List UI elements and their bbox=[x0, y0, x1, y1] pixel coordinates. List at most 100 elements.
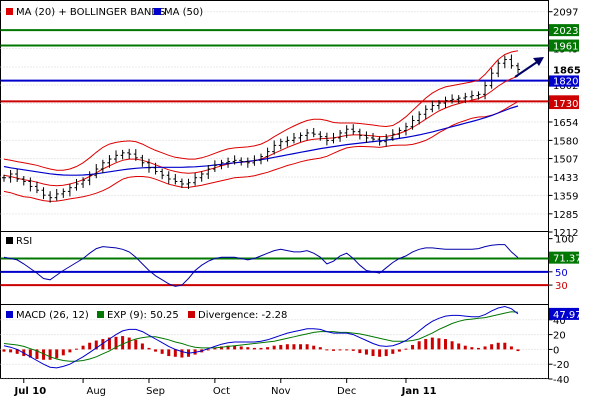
divergence-bar bbox=[397, 349, 401, 352]
price-bar bbox=[265, 147, 270, 162]
level-tag-2023-bg bbox=[549, 24, 579, 37]
divergence-bar bbox=[351, 349, 355, 351]
divergence-bar bbox=[444, 339, 448, 350]
price-tick-label: 2097 bbox=[553, 8, 578, 19]
last-price-tag-bg bbox=[549, 63, 579, 76]
price-bar bbox=[371, 132, 376, 143]
divergence-bar bbox=[404, 348, 408, 350]
rsi-tick-label: 100 bbox=[555, 235, 574, 246]
price-bar bbox=[48, 191, 53, 203]
rsi-tick-label: 30 bbox=[555, 281, 568, 292]
price-tick-label: 1433 bbox=[553, 173, 578, 184]
divergence-bar bbox=[81, 345, 85, 350]
price-bar bbox=[311, 127, 316, 138]
price-bar bbox=[232, 155, 237, 165]
level-tag-1961-bg bbox=[549, 39, 579, 52]
price-bar bbox=[502, 55, 507, 69]
price-bar bbox=[206, 165, 211, 179]
x-tick-label: Dec bbox=[337, 386, 356, 397]
price-bar bbox=[291, 132, 296, 144]
price-bar bbox=[239, 157, 244, 166]
price-bar bbox=[285, 136, 290, 147]
trend-arrow bbox=[514, 57, 544, 78]
divergence-bar bbox=[516, 349, 520, 352]
divergence-bar bbox=[35, 349, 39, 360]
price-bar bbox=[87, 171, 92, 186]
price-bar bbox=[81, 177, 86, 188]
price-bar bbox=[450, 94, 455, 104]
price-bar bbox=[417, 111, 422, 125]
price-bar bbox=[186, 178, 191, 189]
x-tick-label: Jul 10 bbox=[14, 386, 47, 397]
price-bar bbox=[331, 132, 336, 144]
macd-tick-label: 40 bbox=[553, 316, 566, 327]
divergence-bar bbox=[483, 346, 487, 350]
rsi-value-tag-bg bbox=[549, 251, 579, 264]
price-bar bbox=[259, 153, 263, 165]
price-bar bbox=[133, 149, 138, 161]
price-bar bbox=[476, 91, 481, 100]
price-bar bbox=[219, 159, 224, 170]
divergence-bar bbox=[331, 349, 335, 351]
divergence-bar bbox=[305, 344, 309, 350]
price-bar bbox=[318, 131, 323, 141]
price-bar bbox=[94, 164, 99, 179]
divergence-bar bbox=[450, 341, 454, 350]
price-bar bbox=[8, 170, 13, 183]
divergence-bar bbox=[147, 347, 151, 350]
price-bar bbox=[28, 177, 33, 192]
divergence-bar bbox=[463, 345, 467, 350]
divergence-bar bbox=[68, 349, 72, 353]
divergence-bar bbox=[48, 349, 52, 360]
legend-swatch-divergence bbox=[188, 311, 195, 318]
divergence-bar bbox=[285, 344, 289, 350]
divergence-bar bbox=[206, 349, 210, 351]
legend-label-divergence: Divergence: -2.28 bbox=[198, 310, 287, 321]
price-bar bbox=[357, 128, 362, 140]
divergence-bar bbox=[358, 349, 362, 354]
divergence-bar bbox=[246, 347, 250, 350]
level-tag-1820: 1820 bbox=[553, 77, 578, 88]
price-axis: 1212128513591433150715801654172818021875… bbox=[548, 8, 581, 239]
divergence-bar bbox=[114, 336, 118, 350]
price-bar bbox=[364, 131, 369, 143]
divergence-bar bbox=[496, 342, 500, 350]
rsi-panel-frame bbox=[0, 231, 549, 305]
divergence-bar bbox=[292, 344, 296, 350]
divergence-bar bbox=[272, 345, 276, 350]
macd-value-tag-bg bbox=[549, 307, 579, 320]
price-bar bbox=[463, 92, 468, 104]
price-bar bbox=[127, 148, 132, 160]
price-bar bbox=[483, 81, 488, 100]
divergence-bar bbox=[219, 346, 223, 350]
divergence-bar bbox=[127, 337, 131, 350]
divergence-bar bbox=[213, 347, 217, 350]
price-bar bbox=[140, 154, 145, 167]
divergence-bar bbox=[140, 343, 144, 350]
trend-arrow-line bbox=[514, 59, 541, 78]
rsi-tick-label: 50 bbox=[555, 268, 568, 279]
level-tag-2023: 2023 bbox=[553, 26, 578, 37]
price-bar bbox=[390, 129, 395, 141]
price-bar bbox=[403, 122, 408, 136]
price-bars bbox=[2, 54, 520, 203]
price-bar bbox=[34, 181, 39, 194]
divergence-bar bbox=[437, 338, 441, 350]
divergence-bar bbox=[318, 347, 322, 350]
divergence-bar bbox=[430, 337, 434, 350]
divergence-bar bbox=[55, 349, 59, 359]
divergence-bar bbox=[470, 347, 474, 350]
macd-value-tag: 47.97 bbox=[553, 310, 582, 321]
price-bar bbox=[114, 150, 119, 163]
price-bar bbox=[74, 178, 79, 191]
divergence-bar bbox=[61, 349, 65, 356]
price-panel-frame bbox=[0, 0, 549, 232]
last-price-tag: 1865 bbox=[553, 65, 581, 76]
x-tick-label: Nov bbox=[271, 386, 291, 397]
price-tick-label: 1507 bbox=[553, 155, 578, 166]
divergence-bar bbox=[121, 336, 125, 350]
macd-tick-label: 0 bbox=[553, 345, 559, 356]
price-bar bbox=[344, 125, 349, 138]
